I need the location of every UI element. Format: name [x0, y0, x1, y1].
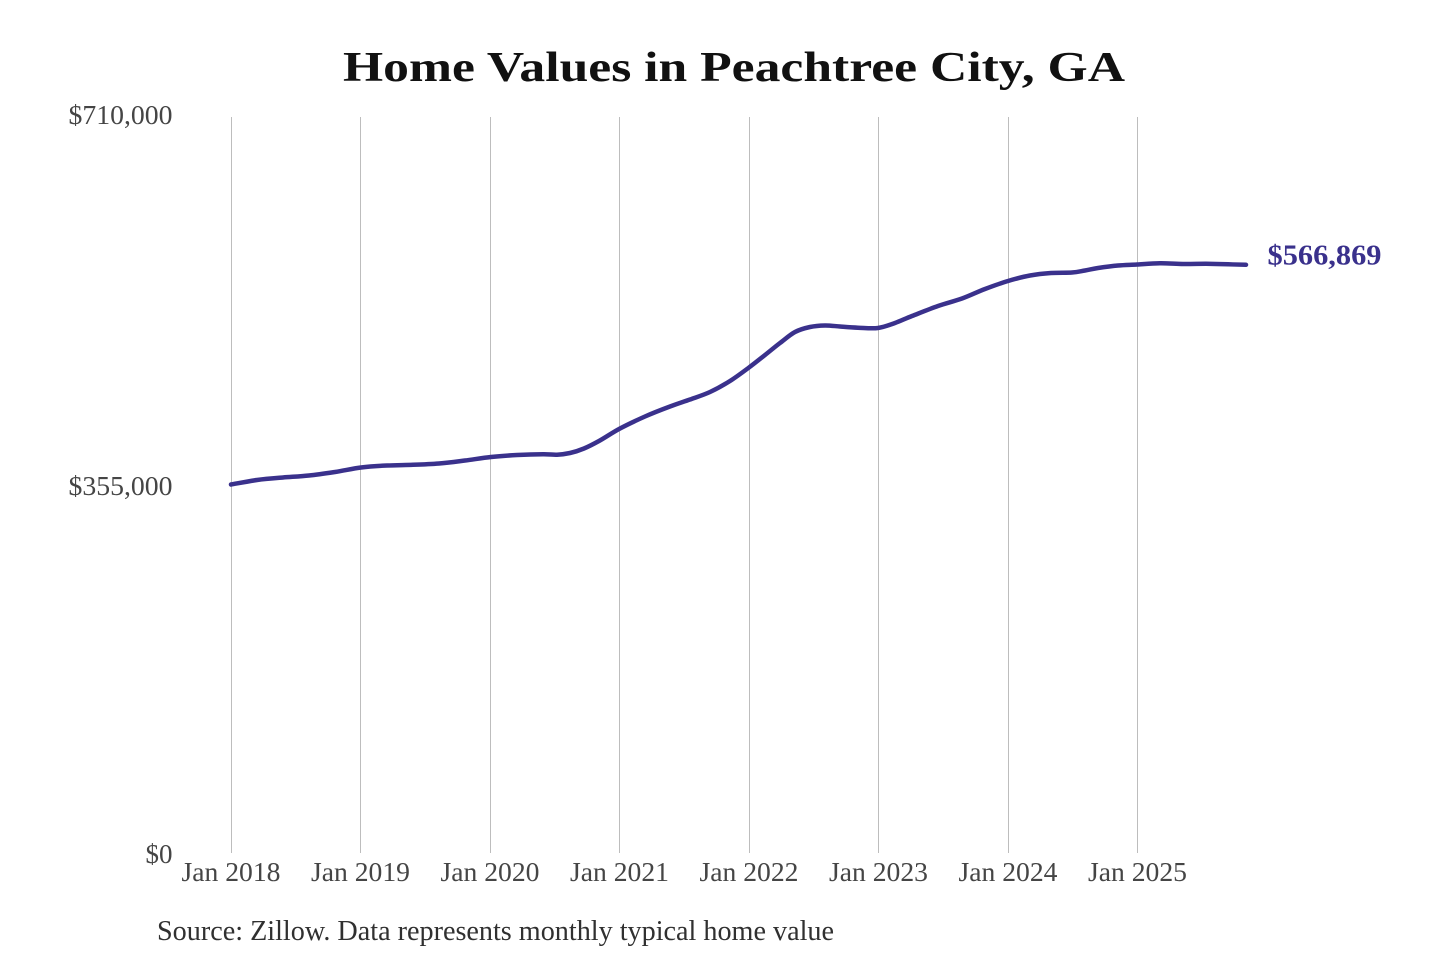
svg-text:Jan 2018: Jan 2018: [182, 857, 281, 887]
svg-text:$0: $0: [146, 839, 173, 869]
svg-text:Source: Zillow. Data represent: Source: Zillow. Data represents monthly …: [157, 916, 834, 947]
svg-text:Jan 2025: Jan 2025: [1088, 857, 1187, 887]
svg-text:$355,000: $355,000: [69, 471, 173, 501]
svg-text:Jan 2021: Jan 2021: [570, 857, 669, 887]
svg-text:Jan 2020: Jan 2020: [441, 857, 540, 887]
svg-text:Jan 2023: Jan 2023: [829, 857, 928, 887]
svg-text:Home Values in Peachtree City,: Home Values in Peachtree City, GA: [343, 45, 1126, 91]
svg-text:Jan 2019: Jan 2019: [311, 857, 410, 887]
svg-text:$566,869: $566,869: [1268, 241, 1382, 272]
svg-text:$710,000: $710,000: [69, 100, 173, 130]
svg-text:Jan 2022: Jan 2022: [700, 857, 799, 887]
svg-text:Jan 2024: Jan 2024: [959, 857, 1059, 887]
